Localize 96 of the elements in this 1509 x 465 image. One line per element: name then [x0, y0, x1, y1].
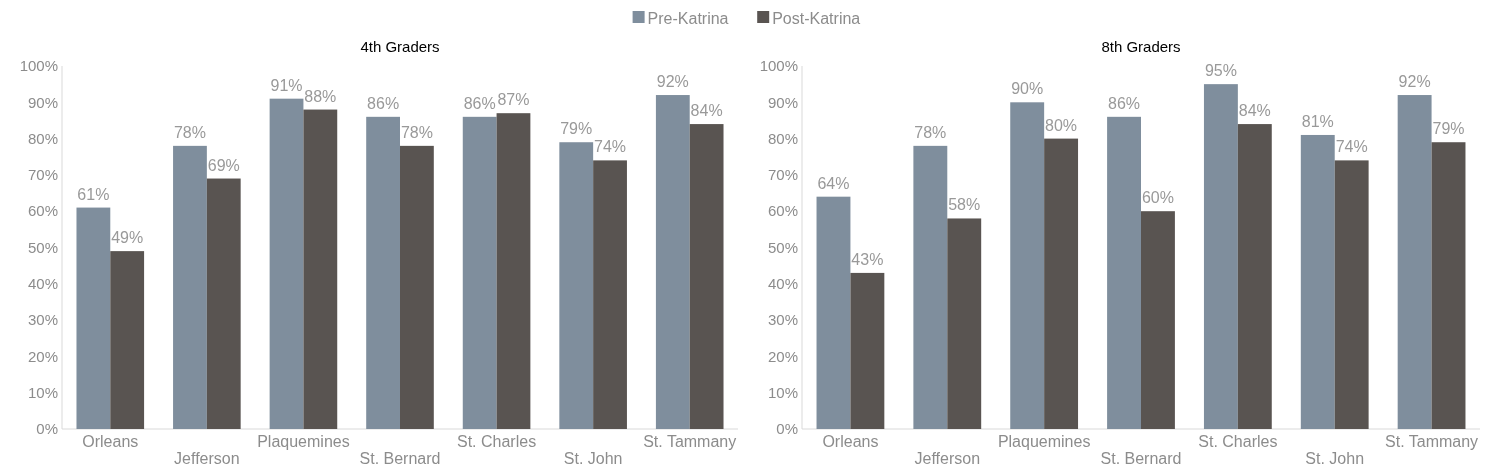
data-label: 92%	[1398, 73, 1431, 91]
bar	[269, 98, 304, 429]
bar	[110, 251, 145, 429]
y-tick-label: 10%	[767, 383, 798, 401]
bar	[1300, 134, 1335, 429]
x-tick-label: St. Bernard	[359, 450, 441, 465]
bar	[1334, 160, 1369, 429]
x-tick-label: Orleans	[82, 433, 139, 450]
y-tick-label: 100%	[19, 57, 58, 75]
y-tick-label: 70%	[27, 166, 58, 184]
legend-label: Post-Katrina	[772, 9, 861, 27]
chart-title: 8th Graders	[1101, 38, 1181, 55]
data-label: 88%	[304, 87, 337, 105]
bar	[400, 145, 434, 429]
y-tick-label: 70%	[767, 166, 798, 184]
bar	[689, 124, 724, 429]
x-tick-label: Jefferson	[174, 450, 240, 465]
bar	[1010, 102, 1045, 429]
x-tick-label: St. Tammany	[1385, 433, 1479, 450]
y-tick-label: 40%	[767, 275, 798, 293]
bar	[462, 116, 497, 429]
bar	[559, 142, 594, 429]
data-label: 86%	[463, 94, 496, 112]
y-tick-label: 50%	[767, 238, 798, 256]
data-label: 80%	[1045, 116, 1078, 134]
bar	[1107, 116, 1141, 429]
data-label: 64%	[817, 174, 850, 192]
y-tick-label: 90%	[27, 93, 58, 111]
y-tick-label: 20%	[767, 347, 798, 365]
x-tick-label: St. Bernard	[1100, 450, 1182, 465]
y-tick-label: 90%	[767, 93, 798, 111]
x-tick-label: St. Charles	[1198, 433, 1278, 450]
x-tick-label: St. Tammany	[643, 433, 737, 450]
y-tick-label: 40%	[27, 275, 58, 293]
data-label: 74%	[594, 138, 627, 156]
data-label: 78%	[914, 123, 947, 141]
x-tick-label: St. John	[563, 450, 623, 465]
data-label: 49%	[111, 229, 144, 247]
x-tick-label: Plaquemines	[257, 433, 350, 450]
y-tick-label: 20%	[27, 347, 58, 365]
bar	[76, 207, 111, 429]
data-label: 43%	[851, 250, 884, 268]
bar	[1431, 142, 1466, 429]
x-tick-label: Jefferson	[914, 450, 981, 465]
bar	[655, 95, 690, 429]
bar	[913, 145, 948, 429]
data-label: 86%	[367, 94, 400, 112]
bar	[1044, 138, 1079, 429]
data-label: 84%	[690, 102, 723, 120]
data-label: 78%	[173, 123, 206, 141]
data-label: 91%	[270, 76, 303, 94]
x-tick-label: St. Charles	[457, 433, 537, 450]
bar	[850, 272, 885, 429]
bar	[1203, 84, 1238, 429]
data-label: 87%	[497, 91, 530, 109]
data-label: 79%	[560, 120, 593, 138]
chart-title: 4th Graders	[360, 38, 440, 55]
bar	[1397, 95, 1432, 429]
data-label: 69%	[207, 156, 240, 174]
y-tick-label: 80%	[27, 129, 58, 147]
bar	[1141, 211, 1175, 429]
data-label: 60%	[1141, 189, 1174, 207]
data-label: 61%	[77, 185, 110, 203]
y-tick-label: 60%	[767, 202, 798, 220]
data-label: 81%	[1301, 112, 1334, 130]
x-tick-label: Plaquemines	[997, 433, 1091, 450]
x-tick-label: Orleans	[822, 433, 879, 450]
data-label: 78%	[400, 123, 433, 141]
y-tick-label: 0%	[776, 420, 798, 438]
y-tick-label: 60%	[27, 202, 58, 220]
data-label: 92%	[656, 73, 689, 91]
bar	[173, 145, 207, 429]
y-tick-label: 80%	[767, 129, 798, 147]
bar	[303, 109, 338, 429]
y-tick-label: 10%	[27, 383, 58, 401]
y-tick-label: 0%	[36, 420, 58, 438]
data-label: 74%	[1335, 138, 1368, 156]
data-label: 86%	[1108, 94, 1141, 112]
legend-label: Pre-Katrina	[647, 9, 729, 27]
bar	[1237, 124, 1272, 429]
data-label: 79%	[1432, 120, 1465, 138]
data-label: 90%	[1011, 80, 1044, 98]
y-tick-label: 50%	[27, 238, 58, 256]
bar	[206, 178, 241, 429]
y-tick-label: 100%	[759, 57, 798, 75]
bar	[593, 160, 627, 429]
bar	[496, 113, 531, 429]
bar	[947, 218, 982, 429]
bar	[816, 196, 851, 429]
data-label: 58%	[948, 196, 981, 214]
data-label: 95%	[1204, 62, 1237, 80]
y-tick-label: 30%	[767, 311, 798, 329]
data-label: 84%	[1238, 102, 1271, 120]
bar	[366, 116, 400, 429]
x-tick-label: St. John	[1305, 450, 1365, 465]
y-tick-label: 30%	[27, 311, 58, 329]
